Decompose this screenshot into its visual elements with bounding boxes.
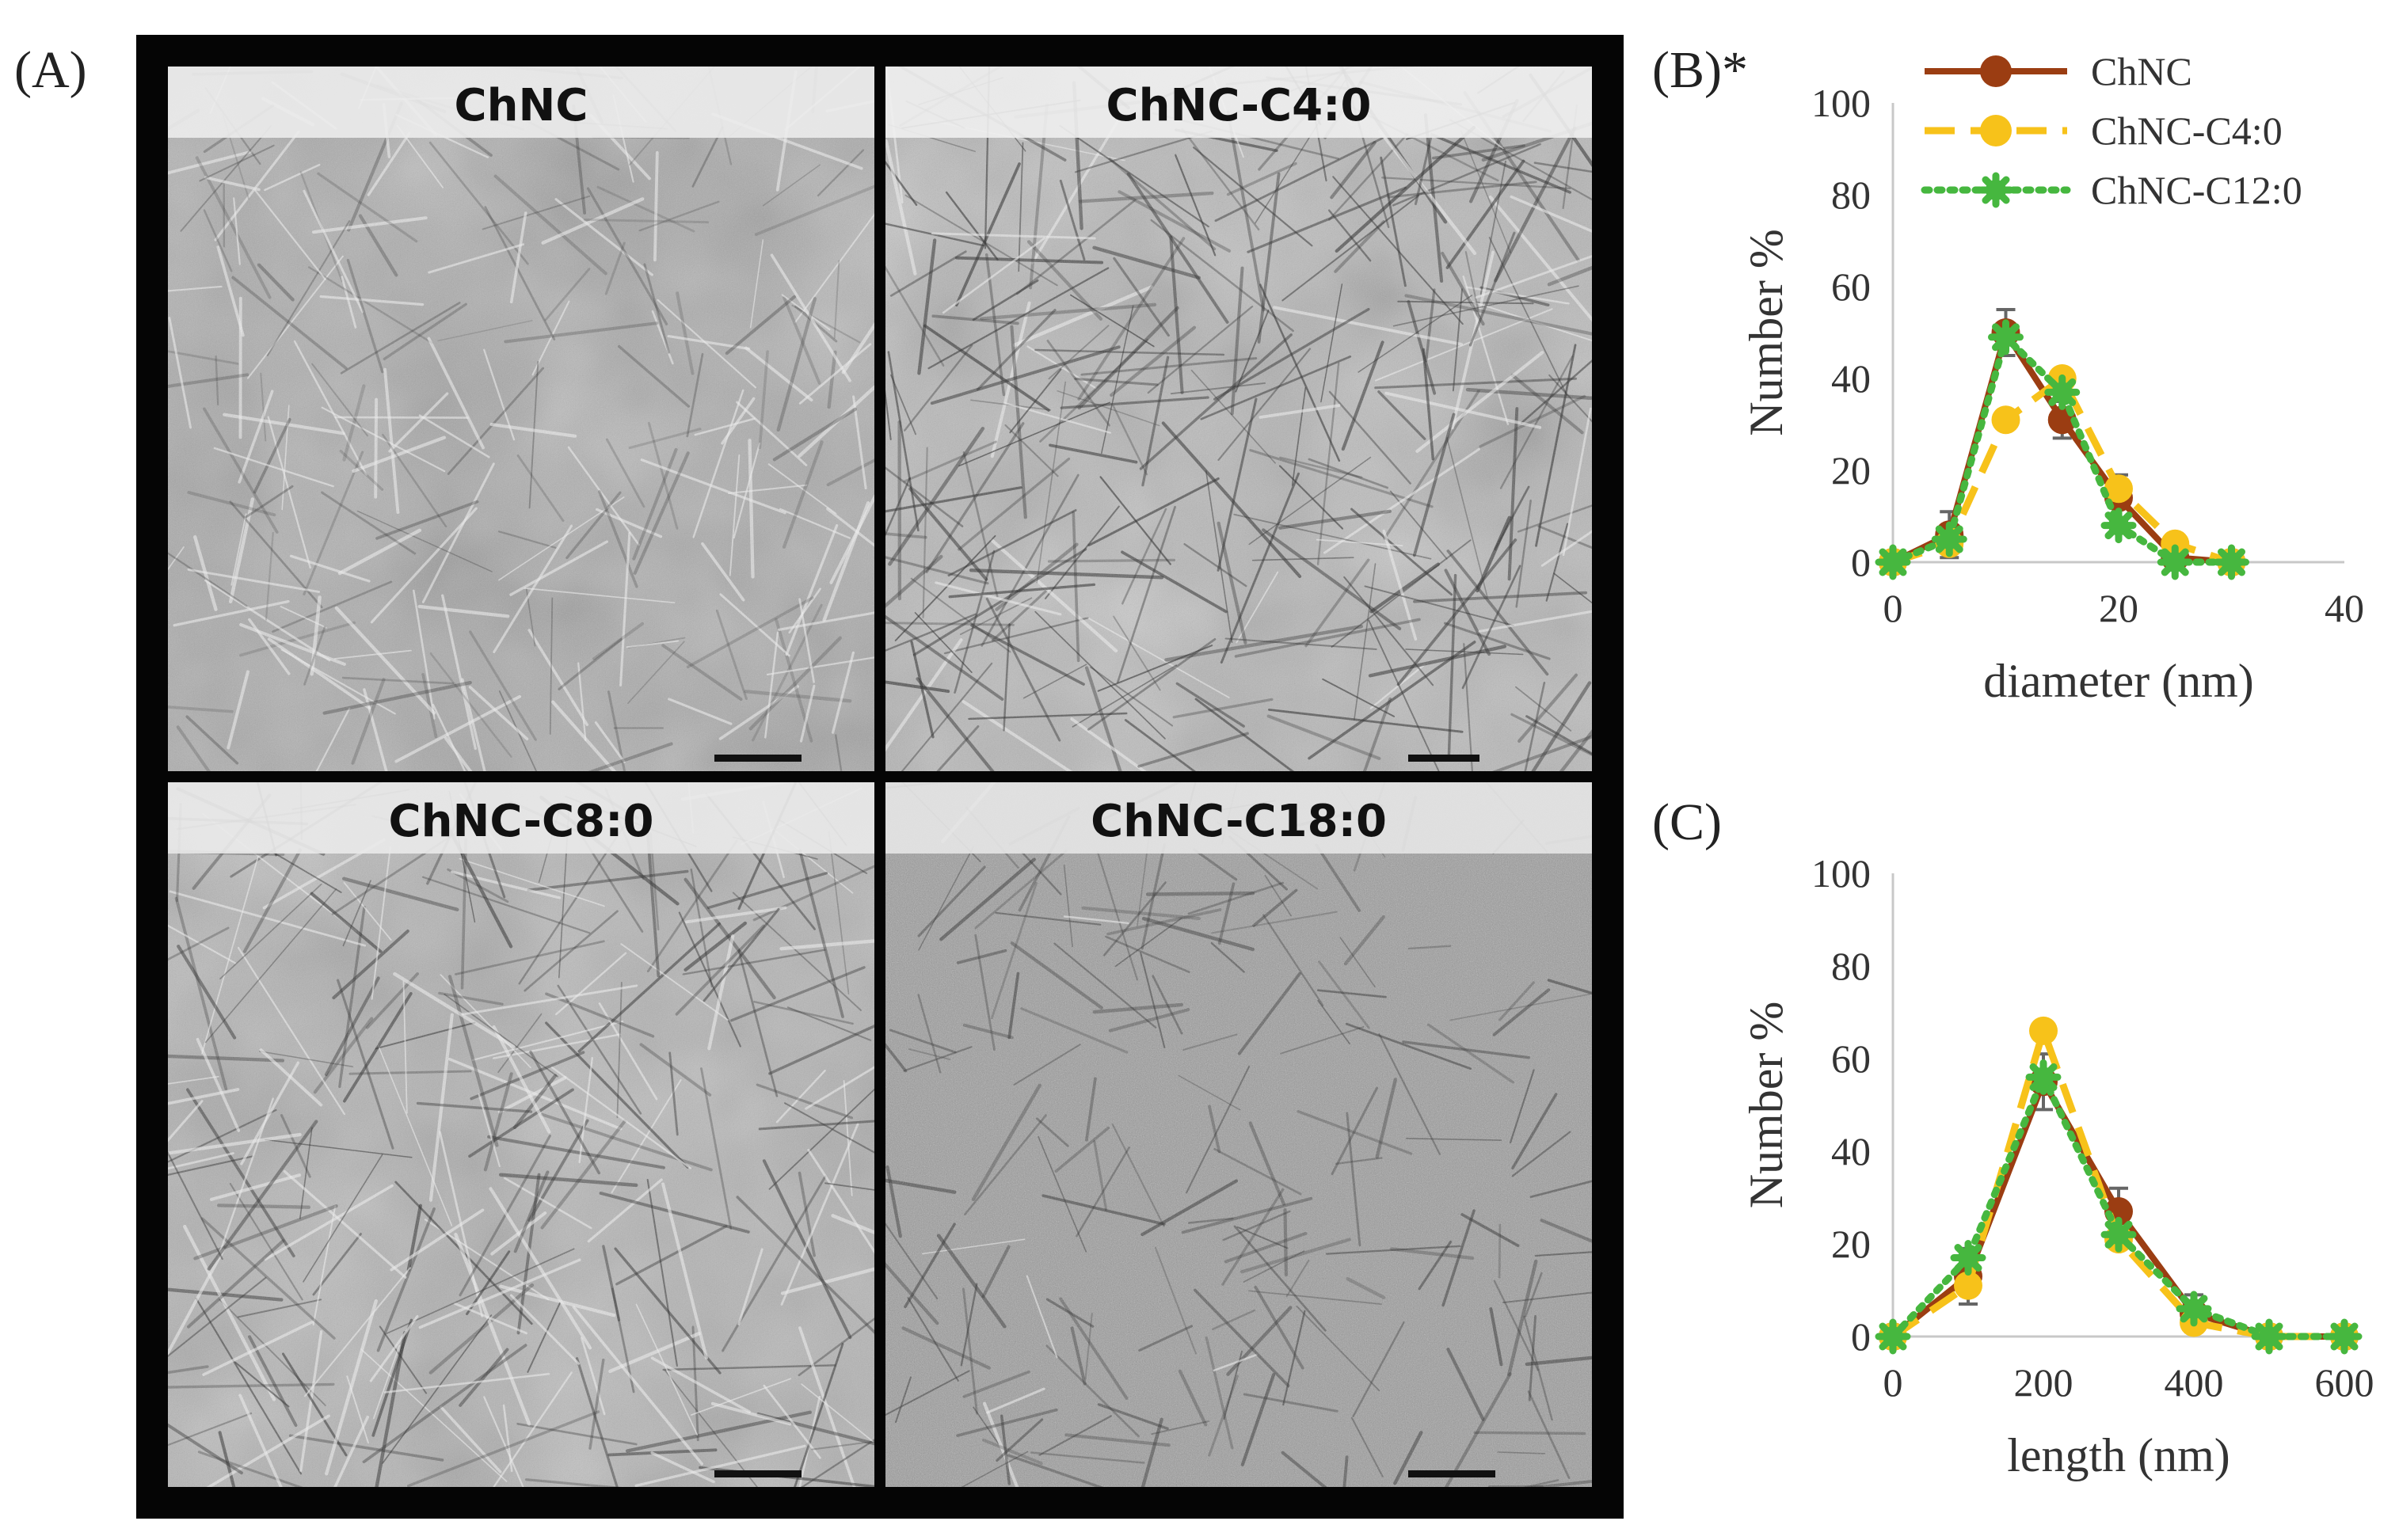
y-tick-label: 100 <box>1811 81 1871 125</box>
panel-a-letter: (A) <box>14 41 87 99</box>
data-point-core <box>2033 1067 2054 1088</box>
data-point-core <box>2184 1298 2204 1319</box>
y-tick-label: 80 <box>1831 173 1871 217</box>
data-point-core <box>2221 552 2242 572</box>
tem-micrograph-chnc-c8: ChNC-C8:0 <box>168 782 874 1487</box>
y-tick-label: 40 <box>1831 356 1871 401</box>
data-point-core <box>2334 1326 2355 1347</box>
y-tick-label: 80 <box>1831 944 1871 988</box>
x-tick-label: 0 <box>1883 1360 1903 1405</box>
y-axis-title: Number % <box>1740 1002 1792 1209</box>
y-tick-label: 20 <box>1831 448 1871 492</box>
legend-marker <box>1980 55 2012 87</box>
tem-label-chnc: ChNC <box>455 80 588 131</box>
data-point-core <box>1958 1247 1978 1268</box>
chart-length: 0 20 40 60 80 100 0 200 400 600 length (nm) Number … <box>1740 851 2374 1481</box>
series-chnc-c12-0 <box>1875 1059 2363 1355</box>
tem-label-chnc-c8: ChNC-C8:0 <box>389 796 654 847</box>
y-tick-label: 0 <box>1851 540 1871 584</box>
panel-b-letter: (B)* <box>1652 41 1748 99</box>
data-point <box>2029 1016 2058 1045</box>
scale-bar <box>714 755 802 762</box>
x-tick-label: 40 <box>2325 586 2364 630</box>
y-tick-label: 60 <box>1831 264 1871 309</box>
scale-bar <box>1408 755 1479 762</box>
data-point-core <box>1883 552 1903 572</box>
data-point-core <box>2165 552 2186 572</box>
x-tick-label: 20 <box>2099 586 2138 630</box>
data-point-core <box>2108 515 2129 536</box>
legend-label: ChNC <box>2091 49 2192 93</box>
tem-micrograph-chnc-c4: ChNC-C4:0 <box>885 67 1592 771</box>
y-tick-label: 20 <box>1831 1222 1871 1266</box>
tem-micrograph-chnc-c18: ChNC-C18:0 <box>885 782 1592 1487</box>
x-tick-label: 0 <box>1883 586 1903 630</box>
chart-diameter: 0 20 40 60 80 100 0 20 40 diameter (nm) Number % <box>1740 81 2364 707</box>
data-point <box>2104 474 2133 504</box>
scale-bar <box>1408 1470 1495 1477</box>
tem-micrograph-chnc: ChNC <box>168 67 874 771</box>
x-axis-title: length (nm) <box>2007 1429 2230 1481</box>
data-point-core <box>2259 1326 2279 1347</box>
legend-marker <box>1980 115 2012 146</box>
y-tick-label: 60 <box>1831 1036 1871 1081</box>
legend-label: ChNC-C4:0 <box>2091 108 2283 153</box>
y-axis-title: Number % <box>1740 229 1792 436</box>
x-tick-label: 400 <box>2165 1360 2224 1405</box>
y-tick-label: 0 <box>1851 1314 1871 1359</box>
data-point-core <box>1939 529 1960 549</box>
y-tick-label: 100 <box>1811 851 1871 895</box>
data-point-core <box>1995 326 2016 348</box>
series-chnc-c12-0 <box>1875 319 2249 580</box>
tem-label-chnc-c18: ChNC-C18:0 <box>1091 796 1387 847</box>
data-point <box>1954 1271 1982 1300</box>
legend-marker-core <box>1986 180 2006 200</box>
series-chnc <box>1879 1052 2359 1351</box>
chart-legend: ChNC ChNC-C4:0 ChNC-C12:0 <box>1921 49 2302 212</box>
tem-label-band <box>168 67 874 138</box>
tem-label-band <box>885 67 1592 138</box>
data-point-core <box>1883 1326 1903 1347</box>
series-chnc-c4-0 <box>1879 1016 2359 1351</box>
tem-label-chnc-c4: ChNC-C4:0 <box>1106 80 1372 131</box>
data-point-core <box>2108 1224 2129 1245</box>
y-tick-label: 40 <box>1831 1129 1871 1173</box>
x-tick-label: 600 <box>2315 1360 2374 1405</box>
tem-label-band <box>885 782 1592 854</box>
x-axis-title: diameter (nm) <box>1983 655 2254 707</box>
scale-bar <box>714 1470 802 1477</box>
x-tick-label: 200 <box>2014 1360 2073 1405</box>
panel-c-letter: (C) <box>1652 793 1722 851</box>
tem-label-band <box>168 782 874 854</box>
data-point-core <box>2051 382 2073 403</box>
data-point <box>1991 405 2020 435</box>
legend-label: ChNC-C12:0 <box>2091 168 2302 212</box>
